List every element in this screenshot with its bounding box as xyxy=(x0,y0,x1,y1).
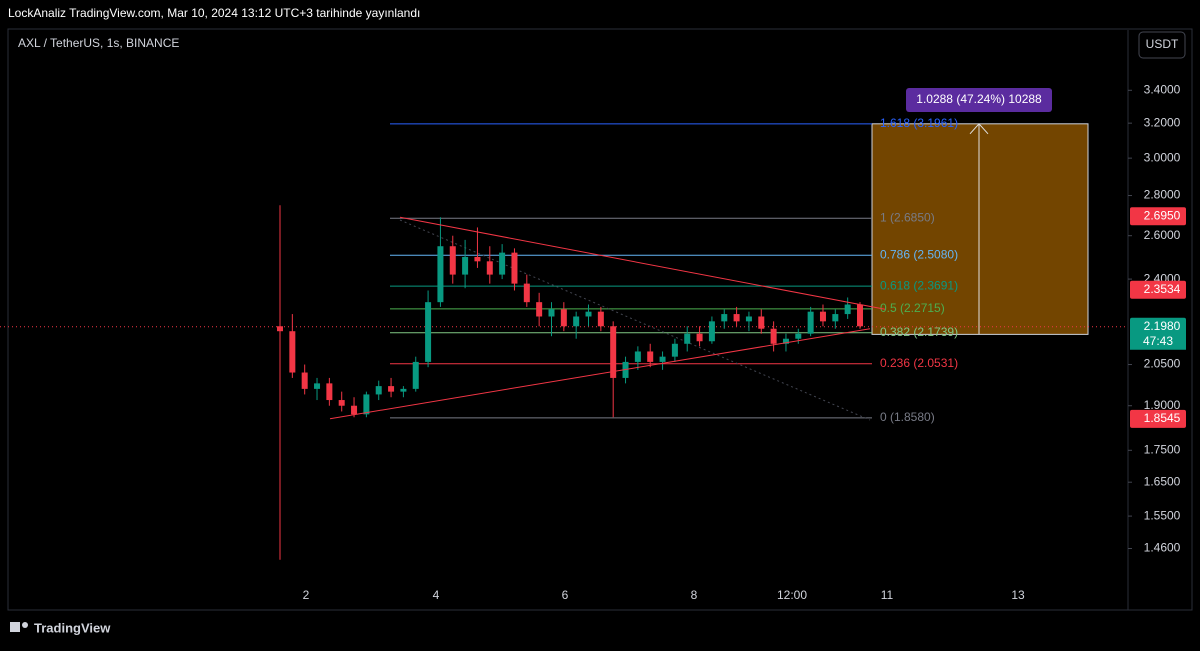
candle-body xyxy=(536,302,543,317)
position-arrowhead xyxy=(969,123,989,135)
position-label-box xyxy=(906,88,1052,112)
x-tick-label: 13 xyxy=(1011,588,1025,602)
candle-body xyxy=(585,311,592,317)
candle-body xyxy=(425,302,432,362)
logo xyxy=(10,622,28,632)
chart-title: AXL / TetherUS, 1s, BINANCE xyxy=(18,36,179,50)
fib-label: 0.786 (2.5080) xyxy=(880,247,958,261)
price-label-box xyxy=(1130,280,1186,299)
currency-button[interactable] xyxy=(1138,31,1186,59)
y-tick-label: 1.9000 xyxy=(1144,398,1181,412)
candle-body xyxy=(375,386,382,395)
x-tick-label: 12:00 xyxy=(777,588,807,602)
candle-body xyxy=(721,314,728,322)
candle-body xyxy=(857,304,863,327)
price-label: 2.6950 xyxy=(1144,208,1181,222)
countdown: 47:43 xyxy=(1143,334,1173,348)
price-label: 2.1980 xyxy=(1144,319,1181,333)
candle-body xyxy=(770,328,777,344)
price-label: 2.3534 xyxy=(1144,282,1181,296)
candle-body xyxy=(844,304,851,315)
candle-body xyxy=(696,333,703,342)
fib-label: 0.5 (2.2715) xyxy=(880,301,945,315)
candle-body xyxy=(597,311,604,327)
candle-body xyxy=(671,343,678,357)
candle-body xyxy=(745,316,752,322)
candle-body xyxy=(573,316,580,327)
candle-body xyxy=(684,333,691,344)
x-tick-label: 8 xyxy=(691,588,698,602)
candle-body xyxy=(449,246,456,275)
candle-body xyxy=(412,361,419,389)
fib-label: 0.382 (2.1739) xyxy=(880,325,958,339)
fib-label: 0.618 (2.3691) xyxy=(880,278,958,292)
fib-label: 0 (1.8580) xyxy=(880,410,935,424)
y-tick-label: 1.5500 xyxy=(1144,508,1181,522)
candle-body xyxy=(486,261,493,275)
countdown-box xyxy=(1130,333,1186,350)
chart-frame xyxy=(7,28,1193,611)
candle-body xyxy=(610,326,617,378)
trendline xyxy=(329,328,871,420)
candle-body xyxy=(832,314,839,322)
y-tick-label: 1.7500 xyxy=(1144,442,1181,456)
y-tick-label: 2.6000 xyxy=(1144,228,1181,242)
x-tick-label: 11 xyxy=(881,588,894,602)
price-label: 1.8545 xyxy=(1144,411,1181,425)
candle-body xyxy=(733,314,740,322)
position-box xyxy=(871,123,1089,335)
header: LockAnaliz TradingView.com, Mar 10, 2024… xyxy=(8,6,420,20)
y-tick-label: 1.6500 xyxy=(1144,474,1181,488)
candle-body xyxy=(807,311,814,334)
candle-body xyxy=(326,383,333,401)
x-tick-label: 4 xyxy=(433,588,440,602)
y-tick-label: 2.8000 xyxy=(1144,188,1181,202)
candle-body xyxy=(795,333,802,339)
fib-label: 1 (2.6850) xyxy=(880,210,935,224)
position-label: 1.0288 (47.24%) 10288 xyxy=(916,92,1042,106)
candle-body xyxy=(782,338,789,344)
fib-label: 0.236 (2.0531) xyxy=(880,356,958,370)
trendline xyxy=(399,216,886,310)
candle-body xyxy=(277,326,283,332)
footer: TradingView xyxy=(34,620,111,635)
y-tick-label: 3.4000 xyxy=(1144,82,1181,96)
candle-body xyxy=(659,356,666,362)
fib-label: 1.618 (3.1961) xyxy=(880,116,958,130)
x-tick-label: 2 xyxy=(303,588,310,602)
candle-body xyxy=(634,351,641,362)
candle-body xyxy=(560,309,567,327)
candle-body xyxy=(363,394,370,415)
candle-body xyxy=(499,252,506,275)
candle-body xyxy=(301,372,308,389)
candle-body xyxy=(314,383,321,389)
candle-body xyxy=(400,388,407,392)
y-tick-label: 2.0500 xyxy=(1144,357,1181,371)
candle-body xyxy=(708,321,715,342)
price-label-box xyxy=(1130,409,1186,428)
candle-body xyxy=(758,316,765,329)
candle-body xyxy=(548,309,555,317)
y-tick-label: 3.0000 xyxy=(1144,150,1181,164)
candle-body xyxy=(647,351,654,362)
candle-body xyxy=(511,252,518,284)
candle-body xyxy=(338,400,345,406)
candle-body xyxy=(437,246,444,303)
candle-body xyxy=(819,311,826,322)
candle-body xyxy=(462,256,469,275)
diagonal-guide xyxy=(399,219,871,421)
candle-body xyxy=(351,405,358,415)
y-tick-label: 3.2000 xyxy=(1144,115,1181,129)
y-tick-label: 1.4600 xyxy=(1144,541,1181,555)
price-label-box xyxy=(1130,207,1186,226)
currency[interactable]: USDT xyxy=(1146,37,1179,51)
candle-body xyxy=(523,283,530,303)
price-label-box xyxy=(1130,317,1186,336)
candle-body xyxy=(289,331,296,373)
candle-body xyxy=(474,256,481,262)
x-tick-label: 6 xyxy=(562,588,569,602)
candle-body xyxy=(388,386,395,392)
